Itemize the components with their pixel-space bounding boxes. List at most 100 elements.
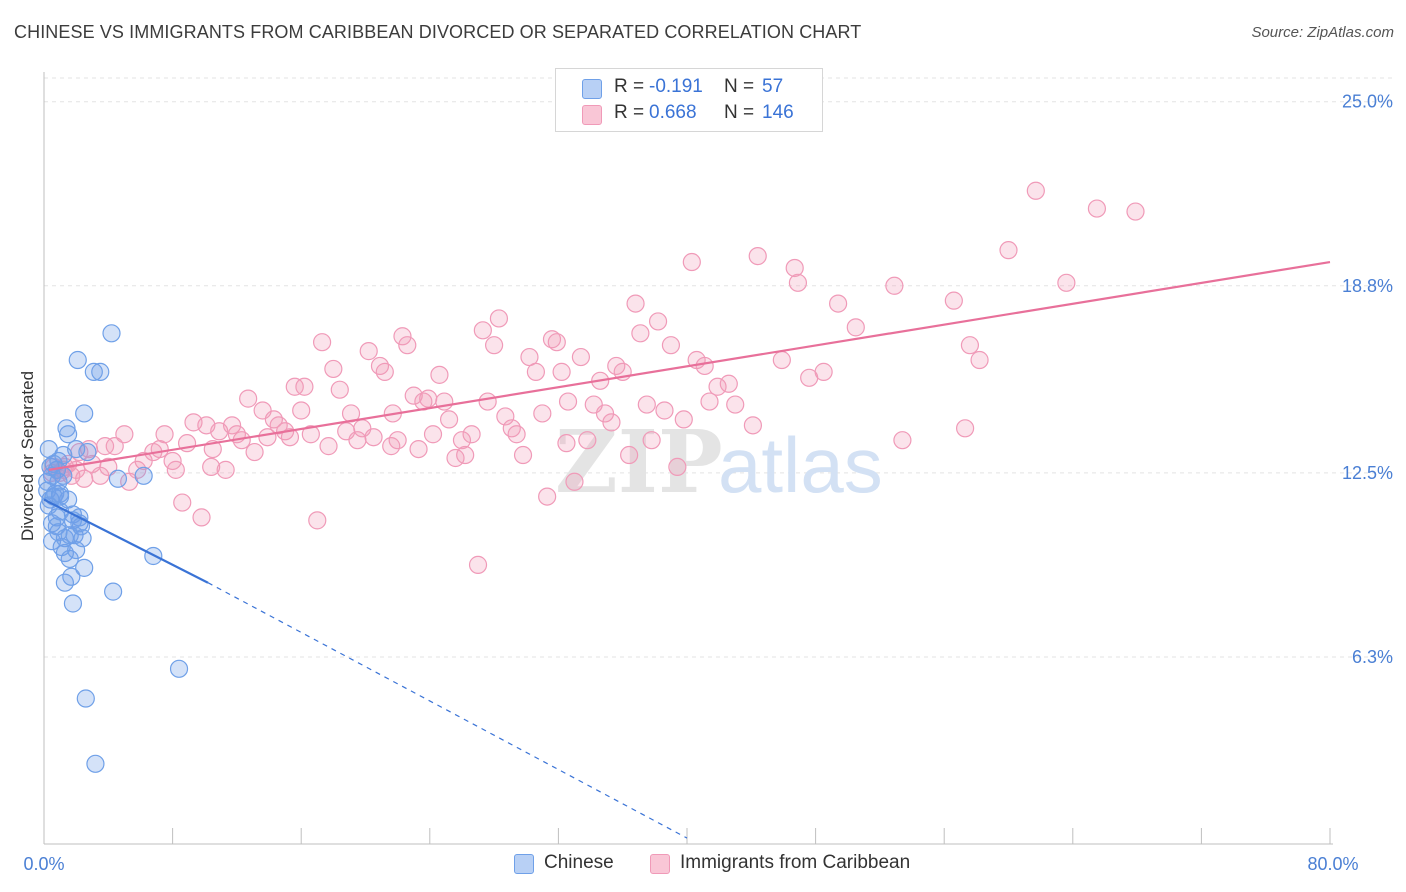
legend-swatch-caribbean (582, 105, 602, 125)
legend: R = -0.191 N = 57 R = 0.668 N = 146 (555, 68, 823, 132)
caribbean-point (642, 431, 661, 450)
caribbean-point (419, 389, 438, 408)
caribbean-point (999, 241, 1018, 260)
caribbean-point (295, 377, 314, 396)
chinese-point (84, 362, 103, 381)
x-tick-label-max: 80.0% (1307, 854, 1358, 874)
caribbean-point (648, 312, 668, 331)
chinese-point (73, 529, 92, 548)
x-tick-label-min: 0.0% (23, 854, 64, 874)
y-axis-label: Divorced or Separated (18, 371, 37, 541)
caribbean-point (292, 401, 311, 420)
caribbean-point (202, 457, 221, 477)
caribbean-point (439, 410, 459, 429)
caribbean-point (155, 425, 174, 444)
caribbean-point (513, 445, 533, 465)
caribbean-point (970, 350, 989, 370)
bottom-legend-label-chinese: Chinese (544, 852, 614, 873)
caribbean-point (280, 428, 300, 447)
caribbean-point (462, 425, 481, 444)
chinese-trend-line (43, 498, 209, 584)
caribbean-point (719, 374, 738, 393)
caribbean-point (1026, 181, 1045, 200)
bottom-legend-label-caribbean: Immigrants from Caribbean (680, 852, 911, 873)
caribbean-point (552, 362, 571, 381)
legend-r-value: 0.668 (649, 102, 697, 123)
caribbean-point (626, 294, 645, 313)
legend-swatch-chinese (582, 79, 602, 99)
caribbean-point (478, 392, 497, 411)
caribbean-point (538, 487, 557, 506)
caribbean-point (105, 437, 124, 456)
caribbean-point (285, 377, 304, 396)
legend-n-value: 146 (762, 102, 794, 123)
caribbean-point (364, 428, 383, 447)
chinese-point (75, 404, 94, 423)
caribbean-points (42, 181, 1145, 574)
caribbean-point (398, 336, 417, 355)
caribbean-point (489, 309, 509, 328)
chinese-point (78, 442, 97, 462)
caribbean-point (264, 410, 283, 429)
y-tick-label: 6.3% (1352, 647, 1393, 667)
caribbean-point (595, 404, 615, 423)
trend-lines (43, 260, 1331, 839)
caribbean-point (829, 294, 848, 313)
caribbean-point (682, 252, 701, 272)
caribbean-point (173, 493, 192, 512)
x-ticks (43, 828, 1331, 844)
watermark-zip: ZIP (555, 412, 723, 513)
caribbean-point (526, 362, 545, 381)
chinese-point (63, 594, 83, 613)
caribbean-point (301, 425, 320, 444)
caribbean-point (661, 336, 681, 355)
legend-n-label: N = (724, 76, 755, 97)
chinese-point (67, 439, 86, 459)
y-tick-label: 12.5% (1342, 463, 1393, 483)
caribbean-point (726, 395, 745, 414)
caribbean-point (473, 321, 492, 340)
caribbean-point (456, 445, 475, 465)
bottom-legend-swatch-caribbean (650, 854, 670, 874)
chart-title: CHINESE VS IMMIGRANTS FROM CARIBBEAN DIV… (14, 22, 862, 42)
caribbean-point (620, 445, 639, 465)
caribbean-point (430, 365, 449, 384)
watermark: ZIP atlas (555, 412, 883, 513)
caribbean-point (743, 416, 763, 435)
chinese-point (68, 350, 87, 370)
chinese-point (104, 582, 123, 601)
caribbean-point (330, 380, 349, 399)
caribbean-point (1087, 199, 1107, 218)
caribbean-point (557, 434, 576, 453)
caribbean-point (502, 419, 521, 438)
caribbean-point (468, 555, 488, 574)
caribbean-point (359, 342, 378, 361)
caribbean-point (222, 416, 242, 435)
chinese-point (76, 689, 95, 708)
caribbean-point (507, 425, 526, 444)
caribbean-point (955, 419, 975, 438)
caribbean-point (542, 330, 562, 349)
chinese-point (91, 362, 110, 381)
watermark-atlas: atlas (718, 421, 883, 509)
chart-source: Source: ZipAtlas.com (1251, 24, 1394, 41)
caribbean-point (637, 395, 656, 414)
caribbean-point (99, 457, 118, 477)
caribbean-point (95, 437, 115, 456)
caribbean-point (375, 362, 394, 381)
caribbean-point (245, 442, 264, 462)
legend-r-label: R = (614, 102, 645, 123)
legend-n-label: N = (724, 102, 755, 123)
caribbean-point (393, 327, 412, 346)
caribbean-point (602, 413, 621, 432)
legend-r-label: R = (614, 76, 645, 97)
caribbean-point (75, 469, 94, 488)
caribbean-point (748, 246, 767, 266)
legend-r-value: -0.191 (649, 76, 703, 97)
chinese-point (49, 472, 68, 491)
caribbean-point (166, 460, 185, 479)
caribbean-point (423, 425, 443, 444)
caribbean-point (324, 359, 343, 379)
caribbean-point (788, 273, 808, 292)
